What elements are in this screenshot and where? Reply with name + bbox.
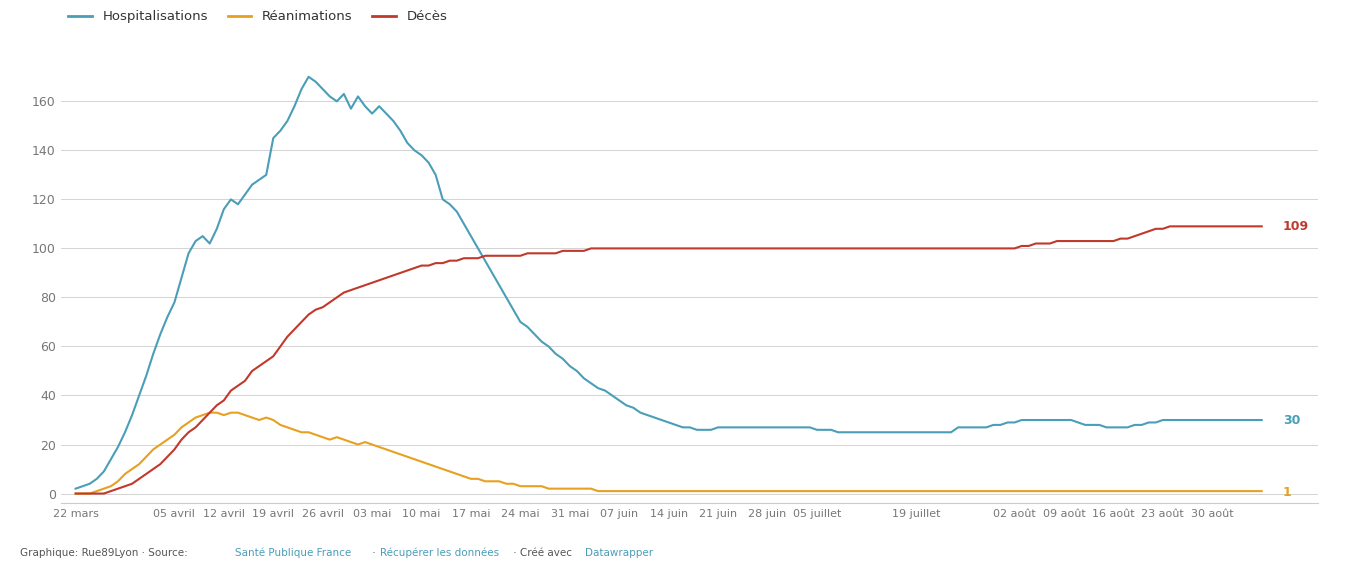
Text: 109: 109 [1283,220,1309,233]
Text: Santé Publique France: Santé Publique France [235,547,351,558]
Text: ·: · [369,548,378,558]
Legend: Hospitalisations, Réanimations, Décès: Hospitalisations, Réanimations, Décès [68,10,448,23]
Text: Datawrapper: Datawrapper [585,548,653,558]
Text: Récupérer les données: Récupérer les données [380,547,499,558]
Text: 1: 1 [1283,486,1292,499]
Text: 30: 30 [1283,414,1300,427]
Text: Graphique: Rue89Lyon · Source:: Graphique: Rue89Lyon · Source: [20,548,191,558]
Text: · Créé avec: · Créé avec [510,548,575,558]
